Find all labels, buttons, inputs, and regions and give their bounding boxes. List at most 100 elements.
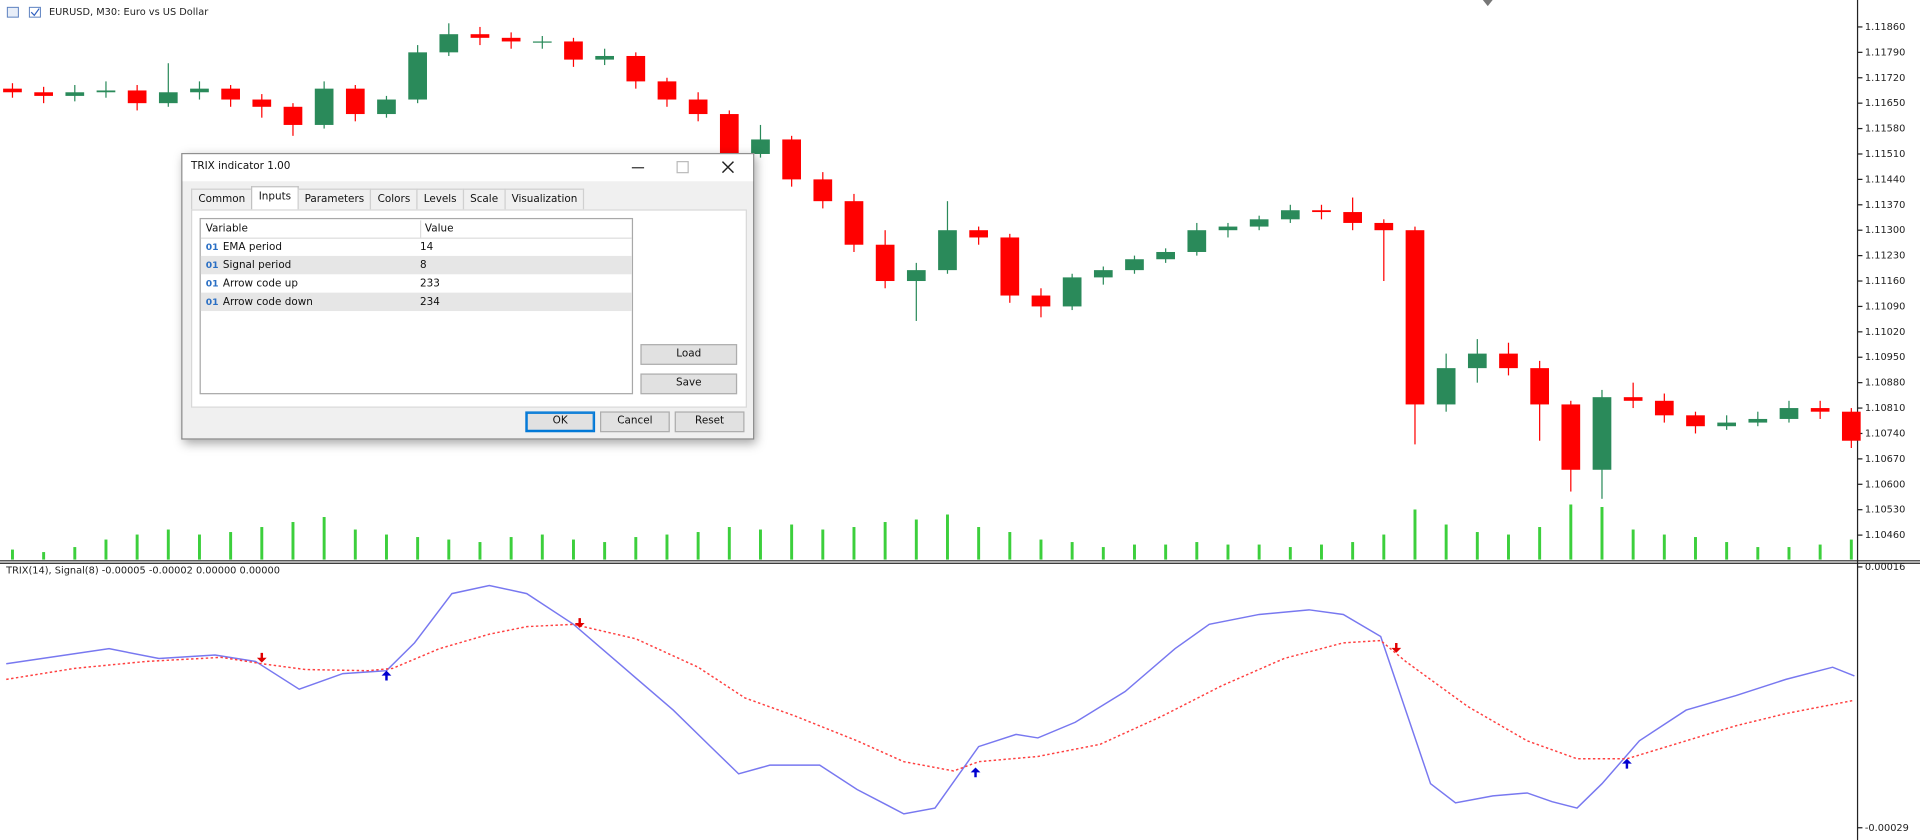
tab[interactable]: Levels: [416, 188, 464, 210]
volume-bar: [104, 539, 108, 560]
candle-body: [345, 88, 365, 115]
volume-bar: [1787, 547, 1791, 560]
volume-bar: [416, 537, 420, 560]
type-icon: 01: [205, 296, 219, 308]
type-icon: 01: [205, 259, 219, 271]
volume-bar: [572, 539, 575, 560]
volume-bar: [135, 534, 139, 560]
indicator-line: [6, 584, 1855, 815]
tab[interactable]: Visualization: [504, 188, 585, 210]
candle-body: [564, 41, 583, 60]
volume-bar: [1600, 506, 1604, 560]
maximize-button[interactable]: [676, 161, 689, 174]
candle-body: [1125, 259, 1144, 271]
value[interactable]: 14: [420, 241, 434, 254]
volume-bar: [1288, 547, 1292, 560]
volume-bar: [291, 522, 295, 560]
variable: Arrow code down: [222, 296, 313, 309]
variable: Arrow code up: [222, 277, 298, 291]
candle-body: [1623, 397, 1643, 401]
shift-marker: [1482, 0, 1493, 7]
input-row[interactable]: 01 Arrow code down 234: [200, 292, 632, 312]
cancel-button[interactable]: Cancel: [600, 411, 670, 433]
tab[interactable]: Scale: [462, 188, 506, 210]
tab[interactable]: Colors: [370, 188, 418, 210]
volume-bar: [1039, 539, 1043, 560]
close-button[interactable]: [721, 161, 734, 174]
tab[interactable]: Common: [191, 188, 253, 210]
volume-bar: [852, 527, 856, 560]
y-tick-label: 1.11580: [1865, 124, 1905, 135]
indicator-line: [6, 623, 1855, 772]
value[interactable]: 8: [420, 259, 427, 272]
volume-bar: [696, 532, 700, 560]
value[interactable]: 233: [420, 277, 440, 291]
volume-bar: [322, 517, 326, 560]
volume-bar: [946, 514, 949, 560]
volume-bar: [790, 524, 794, 560]
volume-bar: [727, 527, 731, 560]
candle-body: [127, 90, 147, 104]
volume-bar: [1164, 544, 1168, 560]
volume-bar: [1569, 504, 1573, 560]
volume-bar: [1382, 534, 1386, 560]
window-icon: [6, 6, 19, 18]
volume-bar: [914, 519, 918, 560]
candle-body: [688, 99, 708, 115]
y-tick-label: 1.11090: [1865, 301, 1905, 312]
input-row[interactable]: 01 EMA period 14: [201, 238, 632, 256]
dialog-titlebar: TRIX indicator 1.00: [182, 154, 754, 182]
volume-bar: [1320, 544, 1323, 560]
value[interactable]: 234: [420, 296, 440, 309]
tab[interactable]: Parameters: [297, 188, 372, 210]
volume-bar: [603, 542, 607, 560]
save-button[interactable]: Save: [640, 373, 738, 395]
candle-body: [34, 92, 53, 96]
candle-body: [221, 88, 240, 100]
type-icon: 01: [205, 277, 219, 289]
volume-bar: [1257, 544, 1261, 560]
candle-body: [938, 230, 957, 271]
volume-bar: [1631, 529, 1635, 560]
volume-bar: [166, 529, 170, 560]
volume-bar: [1008, 532, 1012, 560]
candle-body: [1062, 277, 1082, 307]
candle-body: [1187, 230, 1207, 252]
volume-bar: [1413, 509, 1417, 560]
window-icon: [30, 8, 40, 17]
type-icon: 01: [205, 241, 219, 253]
y-tick-label: 1.11300: [1865, 225, 1905, 236]
candle-body: [1156, 251, 1175, 260]
y-tick-label: 1.11860: [1865, 22, 1905, 33]
y-tick-label: 1.11370: [1865, 200, 1905, 211]
reset-button[interactable]: Reset: [674, 411, 745, 433]
candle-body: [1374, 222, 1394, 231]
candle-body: [1280, 210, 1300, 220]
indicator-label: TRIX(14), Signal(8) -0.00005 -0.00002 0.…: [5, 566, 280, 577]
volume-bar: [1662, 534, 1666, 560]
window-controls: [631, 161, 734, 174]
volume-bar: [478, 542, 482, 560]
volume-bar: [1507, 534, 1510, 560]
signal-arrow: [256, 652, 267, 663]
y-tick-label: 1.10530: [1865, 505, 1905, 516]
indicator-dialog: TRIX indicator 1.00 Common Inputs Parame…: [181, 153, 755, 440]
candle-body: [408, 52, 427, 100]
candle-body: [1717, 422, 1737, 427]
candle-body: [252, 99, 272, 107]
tab-active[interactable]: Inputs: [251, 186, 299, 210]
candle-body: [532, 41, 552, 43]
candle-body: [1561, 404, 1581, 470]
candle-body: [1031, 295, 1051, 307]
y-tick-label: 1.10670: [1865, 454, 1905, 465]
y-tick-label: 1.11790: [1865, 47, 1905, 58]
y-tick-label: 1.11650: [1865, 98, 1905, 109]
input-row[interactable]: 01 Signal period 8: [200, 255, 632, 275]
ok-button[interactable]: OK: [525, 411, 596, 433]
load-button[interactable]: Load: [640, 344, 738, 365]
inputs-table: Variable Value 01 EMA period 14 01 Signa…: [199, 217, 634, 395]
candle-body: [1686, 415, 1705, 427]
volume-bar: [1849, 539, 1853, 560]
input-row[interactable]: 01 Arrow code up 233: [201, 274, 632, 292]
